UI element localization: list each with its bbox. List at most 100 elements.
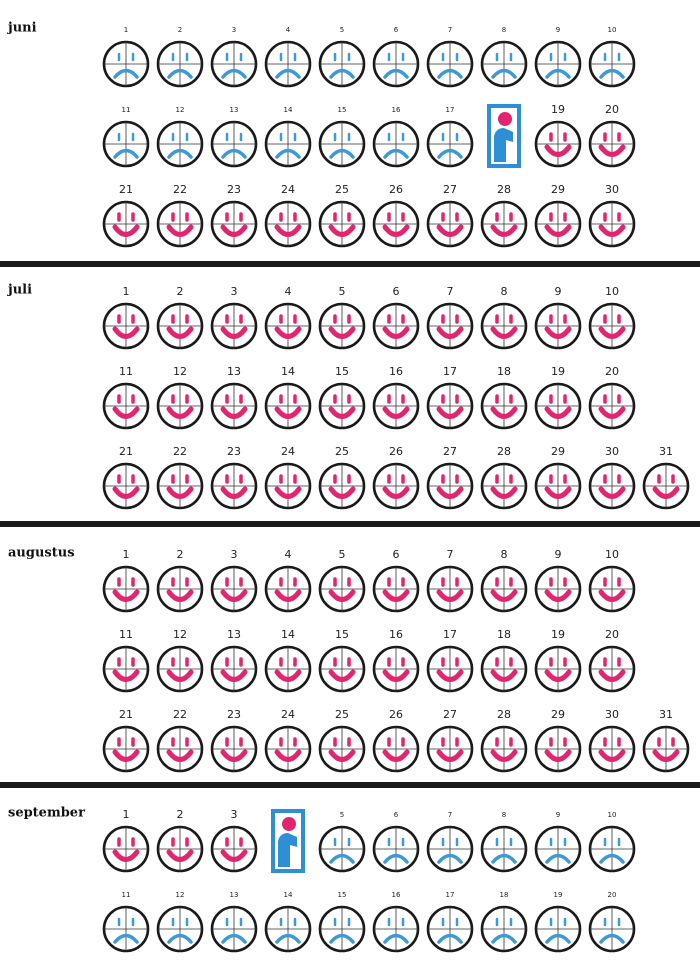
day-number: 9 (555, 548, 562, 561)
day-number: 20 (608, 891, 617, 899)
day: 24 (264, 708, 312, 773)
day-number: 10 (605, 285, 619, 298)
day-number: 13 (227, 628, 241, 641)
day: 21 (102, 183, 150, 248)
mouth (490, 224, 518, 237)
day: 17 (426, 628, 474, 693)
day-number: 3 (231, 548, 238, 561)
day: 22 (156, 183, 204, 248)
day: 27 (426, 445, 474, 510)
day-number: 18 (497, 628, 511, 641)
day: 11 (102, 628, 150, 693)
day-number: 6 (393, 285, 400, 298)
icon-body (494, 128, 513, 162)
mouth (598, 749, 626, 762)
day-number: 31 (659, 708, 673, 721)
day-number: 5 (340, 26, 344, 34)
mouth (437, 68, 463, 79)
mouth (328, 224, 356, 237)
day: 11 (102, 365, 150, 430)
day: 17 (426, 365, 474, 430)
day-number: 14 (281, 365, 295, 378)
day-number: 2 (177, 808, 184, 821)
mouth (112, 326, 140, 339)
mouth (166, 849, 194, 862)
mouth (166, 326, 194, 339)
day-number: 11 (119, 365, 133, 378)
mouth (329, 933, 355, 944)
day: 4 (264, 285, 312, 350)
day: 14 (264, 628, 312, 693)
day-number: 19 (551, 365, 565, 378)
day-number: 4 (285, 548, 292, 561)
day: 1 (102, 548, 150, 613)
day: 8 (480, 811, 528, 873)
mouth (382, 589, 410, 602)
day: 5 (318, 285, 366, 350)
mouth (329, 853, 355, 864)
mouth (113, 148, 139, 159)
mouth (112, 589, 140, 602)
day-number: 3 (231, 285, 238, 298)
day-number: 25 (335, 708, 349, 721)
mouth (274, 669, 302, 682)
day: 9 (534, 548, 582, 613)
day: 1 (102, 26, 150, 88)
day: 13 (210, 891, 258, 953)
day: 15 (318, 891, 366, 953)
mouth (112, 406, 140, 419)
day: 31 (642, 708, 690, 773)
mouth (274, 406, 302, 419)
day-number: 15 (335, 365, 349, 378)
day: 6 (372, 26, 420, 88)
mouth (544, 144, 572, 157)
mouth (328, 406, 356, 419)
mouth (491, 853, 517, 864)
day: 20 (588, 365, 636, 430)
mouth (220, 849, 248, 862)
day-number: 28 (497, 183, 511, 196)
day-number: 15 (338, 106, 347, 114)
mouth (275, 148, 301, 159)
day: 16 (372, 628, 420, 693)
day: 14 (264, 891, 312, 953)
day: 30 (588, 708, 636, 773)
mouth (167, 148, 193, 159)
day: 29 (534, 183, 582, 248)
mouth (598, 224, 626, 237)
day: 17 (426, 891, 474, 953)
mouth (436, 224, 464, 237)
day-number: 21 (119, 183, 133, 196)
mouth (437, 148, 463, 159)
mouth (274, 749, 302, 762)
mouth (544, 749, 572, 762)
day-number: 19 (551, 103, 565, 116)
mouth (598, 486, 626, 499)
day-number: 16 (392, 891, 401, 899)
mouth (491, 68, 517, 79)
day-number: 22 (173, 445, 187, 458)
mouth (545, 933, 571, 944)
mouth (275, 68, 301, 79)
day: 9 (534, 285, 582, 350)
day-number: 26 (389, 183, 403, 196)
day: 29 (534, 708, 582, 773)
day: 26 (372, 708, 420, 773)
day-number: 7 (448, 811, 452, 819)
day: 10 (588, 285, 636, 350)
day: 15 (318, 365, 366, 430)
day-number: 22 (173, 708, 187, 721)
day: 6 (372, 811, 420, 873)
day: 30 (588, 445, 636, 510)
day-number: 20 (605, 365, 619, 378)
day: 3 (210, 548, 258, 613)
mouth (490, 589, 518, 602)
mouth (220, 486, 248, 499)
day-number: 1 (123, 285, 130, 298)
mouth (599, 68, 625, 79)
mouth (382, 326, 410, 339)
day: 2 (156, 285, 204, 350)
day: 14 (264, 106, 312, 168)
day: 22 (156, 708, 204, 773)
mouth (220, 406, 248, 419)
